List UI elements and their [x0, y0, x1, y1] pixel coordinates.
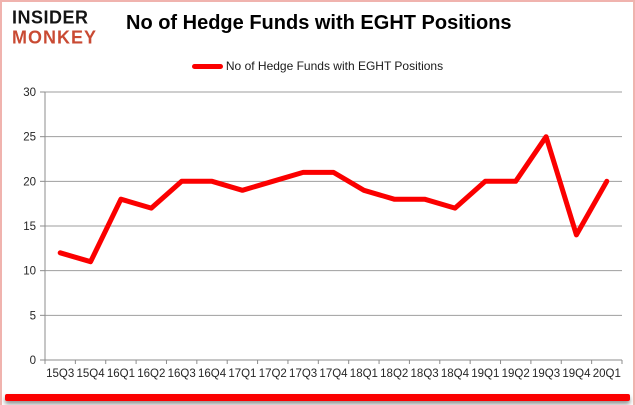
svg-text:16Q4: 16Q4 [198, 368, 227, 380]
svg-text:20Q1: 20Q1 [593, 368, 621, 380]
tick-marks [40, 91, 623, 364]
svg-text:16Q2: 16Q2 [137, 368, 165, 380]
svg-text:17Q1: 17Q1 [228, 368, 256, 380]
svg-text:18Q2: 18Q2 [380, 368, 408, 380]
svg-text:19Q2: 19Q2 [502, 368, 530, 380]
svg-text:0: 0 [30, 355, 36, 367]
logo-line1: INSIDER [12, 6, 89, 28]
svg-text:25: 25 [23, 132, 36, 144]
svg-text:16Q1: 16Q1 [107, 368, 135, 380]
svg-text:5: 5 [30, 310, 36, 322]
bottom-border-bar [5, 394, 630, 401]
svg-text:15: 15 [23, 221, 36, 233]
svg-text:20: 20 [23, 176, 36, 188]
logo-line2: MONKEY [12, 26, 98, 48]
svg-text:18Q4: 18Q4 [441, 368, 470, 380]
svg-text:10: 10 [23, 266, 36, 278]
svg-text:17Q3: 17Q3 [289, 368, 317, 380]
svg-text:16Q3: 16Q3 [168, 368, 196, 380]
line-chart: 0 5 10 15 20 25 30 15Q3 15Q4 16Q1 16Q2 16Q3 16Q4 17Q1… [23, 87, 623, 380]
svg-text:30: 30 [23, 87, 36, 99]
gridlines [45, 91, 622, 361]
svg-text:18Q3: 18Q3 [411, 368, 439, 380]
legend-line-marker-icon [191, 63, 223, 69]
svg-text:17Q2: 17Q2 [259, 368, 287, 380]
x-axis-labels: 15Q3 15Q4 16Q1 16Q2 16Q3 16Q4 17Q1 17Q2 17Q3 17Q4… [46, 368, 621, 380]
svg-text:19Q1: 19Q1 [471, 368, 499, 380]
legend: No of Hedge Funds with EGHT Positions [2, 59, 633, 73]
svg-text:17Q4: 17Q4 [319, 368, 348, 380]
chart-title: No of Hedge Funds with EGHT Positions [126, 12, 512, 34]
legend-label: No of Hedge Funds with EGHT Positions [225, 59, 444, 73]
series-line [57, 134, 610, 265]
svg-text:15Q3: 15Q3 [46, 368, 74, 380]
svg-text:19Q4: 19Q4 [562, 368, 591, 380]
svg-text:18Q1: 18Q1 [350, 368, 378, 380]
y-axis-labels: 0 5 10 15 20 25 30 [23, 87, 36, 367]
svg-text:15Q4: 15Q4 [76, 368, 105, 380]
insider-monkey-logo: INSIDER MONKEY [12, 6, 98, 48]
svg-text:19Q3: 19Q3 [532, 368, 560, 380]
